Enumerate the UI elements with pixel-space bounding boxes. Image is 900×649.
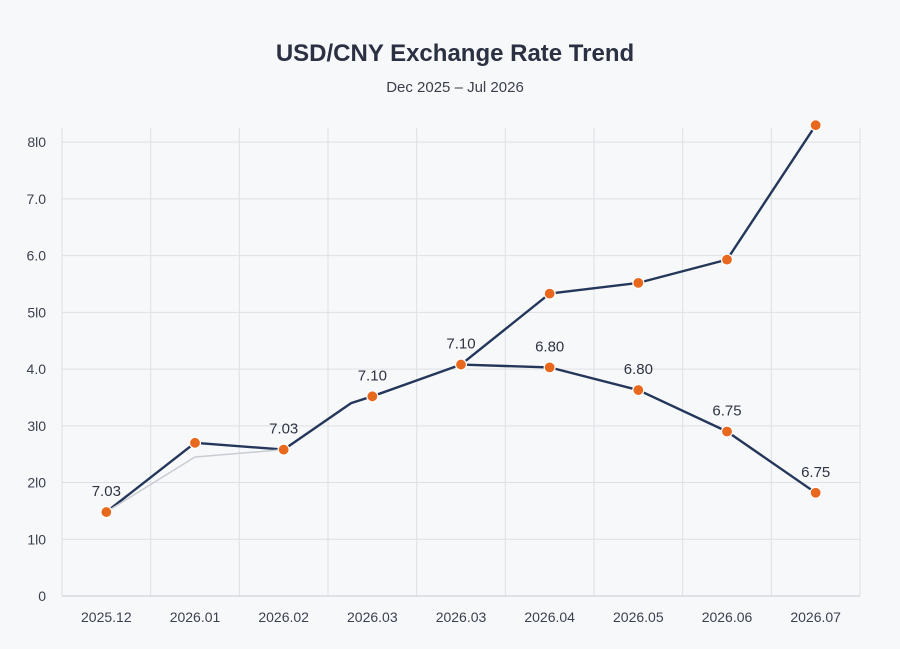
data-point bbox=[809, 119, 822, 132]
chart-subtitle: Dec 2025 – Jul 2026 bbox=[386, 79, 524, 96]
data-point bbox=[100, 505, 113, 519]
x-tick-label: 2026.04 bbox=[524, 609, 575, 625]
y-tick-label: 8l0 bbox=[27, 134, 46, 150]
data-point bbox=[454, 358, 468, 371]
y-tick-label: 4.0 bbox=[27, 361, 47, 377]
series-line bbox=[459, 363, 817, 494]
y-tick-label: 3l0 bbox=[27, 418, 46, 434]
data-markers bbox=[100, 119, 822, 519]
x-tick-label: 2026.06 bbox=[702, 609, 753, 625]
data-point bbox=[809, 486, 822, 499]
y-tick-label: 5l0 bbox=[27, 304, 46, 320]
chart-title: USD/CNY Exchange Rate Trend bbox=[276, 40, 634, 67]
data-label: 7.10 bbox=[446, 336, 475, 353]
x-tick-label: 2026.03 bbox=[347, 609, 398, 625]
y-tick-label: 2l0 bbox=[27, 475, 46, 491]
x-tick-label: 2026.01 bbox=[170, 609, 221, 625]
data-label: 7.03 bbox=[92, 483, 121, 500]
data-point bbox=[277, 443, 290, 456]
data-labels: 7.03 7.03 7.10 7.10 6.80 6.80 6.75 6.75 bbox=[92, 336, 831, 500]
data-point bbox=[720, 425, 734, 438]
grid bbox=[61, 128, 861, 596]
y-tick-label: 1l0 bbox=[27, 531, 46, 547]
data-label: 6.80 bbox=[624, 361, 653, 378]
faint-series-line bbox=[105, 448, 285, 513]
data-point bbox=[543, 287, 556, 300]
axes: 0 1l0 2l0 3l0 4.0 5l0 6.0 7.0 8l0 2025.12 2026.01 2… bbox=[27, 134, 860, 625]
data-label: 6.75 bbox=[801, 464, 830, 481]
data-label: 6.75 bbox=[712, 402, 741, 419]
x-tick-label: 2026.05 bbox=[613, 609, 664, 625]
y-tick-label: 6.0 bbox=[27, 248, 47, 264]
series-line bbox=[105, 124, 817, 514]
data-point bbox=[632, 383, 645, 397]
data-point bbox=[720, 253, 734, 266]
series-lines bbox=[105, 124, 817, 514]
x-tick-label: 2025.12 bbox=[81, 609, 132, 625]
y-tick-label: 0 bbox=[38, 588, 46, 604]
data-label: 7.03 bbox=[269, 421, 298, 438]
data-point bbox=[188, 436, 202, 449]
data-point bbox=[543, 361, 556, 374]
data-label: 7.10 bbox=[358, 367, 387, 384]
x-tick-label: 2026.07 bbox=[790, 609, 841, 625]
x-tick-label: 2026.02 bbox=[258, 609, 309, 625]
data-point bbox=[632, 276, 645, 289]
data-label: 6.80 bbox=[535, 338, 564, 355]
x-tick-label: 2026.03 bbox=[436, 609, 487, 625]
y-tick-label: 7.0 bbox=[27, 191, 47, 207]
data-point bbox=[366, 390, 379, 403]
